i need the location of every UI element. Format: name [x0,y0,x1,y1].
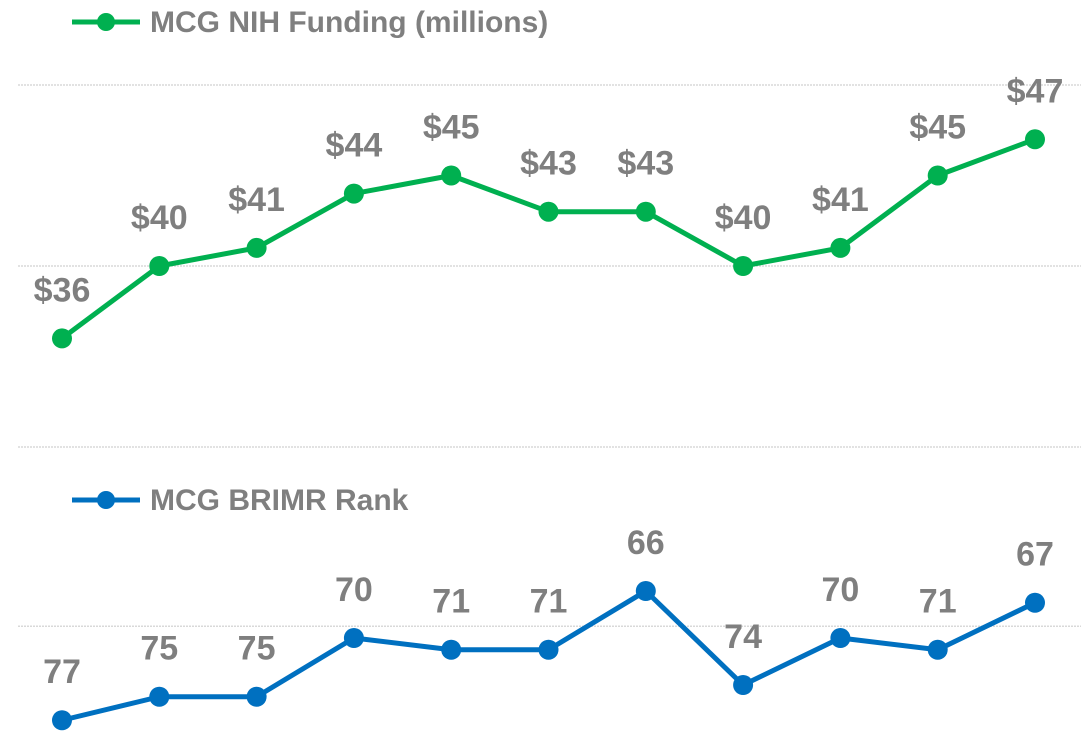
data-label: 71 [919,583,957,621]
data-point [52,710,72,731]
data-label: $40 [131,199,188,237]
data-point [733,675,754,695]
data-label: $41 [812,181,869,219]
data-point [733,256,754,276]
data-point [635,581,656,601]
data-point [441,639,462,660]
data-label: $40 [715,199,772,237]
data-label: $44 [326,127,383,165]
data-point [52,328,72,349]
data-label: 77 [43,653,81,691]
data-label: 71 [432,583,470,621]
data-point [830,628,851,648]
data-point [538,639,559,660]
data-point [830,237,851,258]
data-label: $45 [909,108,966,146]
legend-label: MCG BRIMR Rank [150,484,409,517]
data-label: 74 [724,618,762,656]
data-label: $45 [423,108,480,146]
data-point [1025,129,1045,150]
data-point [149,686,170,707]
data-label: $47 [1007,72,1064,110]
data-label: $43 [520,145,577,183]
data-label: 75 [140,630,178,668]
legend-label: MCG NIH Funding (millions) [150,6,548,39]
legend-marker [97,491,115,509]
data-label: $41 [228,181,285,219]
data-point [246,686,267,707]
data-label: 75 [238,630,276,668]
data-point [246,237,267,258]
data-label: 66 [627,524,665,562]
data-point [538,201,559,222]
data-point [343,628,364,648]
data-label: 67 [1016,536,1054,574]
data-label: 70 [821,571,859,609]
data-point [343,183,364,204]
data-point [635,201,656,222]
data-point [927,639,948,660]
data-label: 70 [335,571,373,609]
data-point [441,165,462,186]
legend-marker [97,13,115,31]
data-point [927,165,948,186]
data-point [149,256,170,276]
data-point [1025,592,1045,613]
data-label: $43 [617,145,674,183]
data-label: $36 [34,271,91,309]
data-label: 71 [530,583,568,621]
